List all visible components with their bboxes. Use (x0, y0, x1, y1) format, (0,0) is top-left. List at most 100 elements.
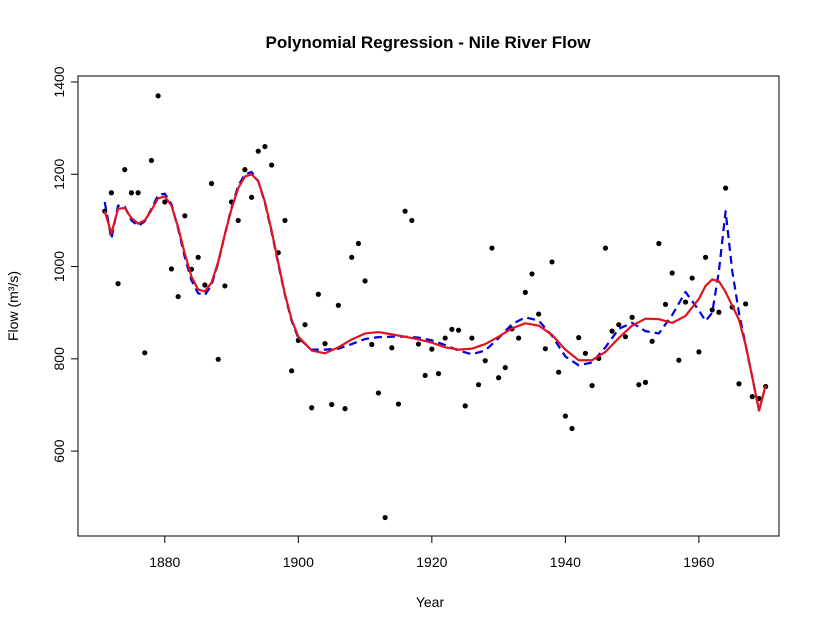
y-tick-label: 1200 (51, 158, 67, 189)
data-point (369, 341, 375, 348)
plot-frame (77, 75, 780, 537)
data-point (235, 217, 241, 224)
data-point (696, 349, 702, 355)
data-point (128, 190, 135, 196)
data-point (322, 341, 328, 347)
data-point (542, 346, 548, 352)
data-point (155, 93, 161, 99)
data-point (622, 334, 629, 340)
data-point (175, 293, 181, 300)
x-tick-label: 1960 (683, 554, 714, 570)
data-point (536, 311, 542, 317)
data-point (455, 327, 462, 333)
data-point (395, 401, 402, 407)
chart-title: Polynomial Regression - Nile River Flow (266, 33, 592, 52)
data-point (569, 425, 575, 432)
data-point (649, 338, 655, 344)
data-point (562, 413, 568, 419)
data-point (195, 254, 201, 260)
data-point (282, 217, 288, 224)
data-point (302, 322, 308, 328)
data-point (702, 254, 709, 260)
data-point (589, 382, 595, 389)
data-point (736, 381, 742, 387)
data-point (529, 271, 535, 277)
data-point (142, 350, 148, 356)
data-point (375, 390, 382, 396)
data-point (642, 379, 649, 385)
data-point (108, 190, 114, 196)
data-point (422, 372, 428, 379)
data-point (148, 157, 155, 164)
data-point (489, 245, 495, 251)
data-point (255, 148, 261, 154)
data-point (429, 346, 435, 352)
data-point (309, 405, 315, 411)
x-tick-label: 1900 (283, 554, 314, 570)
data-point (342, 406, 348, 412)
y-tick-label: 1000 (51, 251, 67, 282)
data-point (682, 299, 689, 305)
data-point (115, 281, 121, 287)
data-point (202, 282, 208, 288)
data-point (522, 289, 528, 295)
y-tick-label: 800 (51, 347, 67, 371)
data-point (743, 301, 749, 307)
data-point (662, 301, 669, 307)
data-point (208, 180, 215, 187)
data-point (656, 240, 662, 247)
data-point (329, 401, 335, 408)
data-point (349, 254, 355, 260)
y-axis-label: Flow (m³/s) (5, 271, 21, 341)
data-point (629, 314, 635, 320)
data-point (669, 270, 675, 276)
y-tick-label: 600 (51, 439, 67, 463)
data-point (248, 194, 255, 200)
data-point (362, 278, 368, 284)
data-point (576, 335, 582, 341)
data-point (516, 335, 522, 341)
data-point (709, 307, 715, 313)
data-point (722, 185, 729, 191)
data-point (382, 514, 388, 521)
data-point (335, 302, 341, 308)
data-point (182, 213, 188, 219)
data-point (602, 245, 609, 251)
data-point (462, 403, 468, 409)
fit-line (103, 173, 767, 412)
data-point (269, 162, 275, 168)
data-point (409, 217, 415, 224)
data-point (442, 335, 448, 341)
data-point (435, 370, 442, 377)
x-tick-label: 1880 (149, 554, 180, 570)
data-point (475, 382, 482, 388)
data-point (582, 350, 588, 356)
data-point (242, 167, 248, 173)
data-point (135, 190, 141, 196)
data-point (315, 291, 321, 297)
data-point (355, 240, 361, 247)
data-point (222, 283, 228, 289)
data-point (289, 368, 295, 374)
data-point (469, 335, 475, 341)
data-point (496, 375, 502, 381)
x-tick-label: 1920 (416, 554, 447, 570)
data-point (689, 275, 695, 281)
data-point (549, 259, 555, 265)
data-point (636, 382, 642, 388)
data-point (402, 208, 408, 214)
data-point (168, 266, 175, 272)
data-point (162, 199, 168, 205)
data-point (389, 345, 395, 351)
data-point (262, 143, 268, 150)
data-point (676, 357, 682, 363)
data-point (716, 309, 722, 315)
data-point (482, 358, 488, 364)
x-tick-label: 1940 (550, 554, 581, 570)
data-point (749, 394, 755, 400)
data-point (215, 356, 221, 362)
data-point (502, 364, 508, 371)
data-point (122, 167, 128, 173)
data-point (616, 322, 622, 328)
